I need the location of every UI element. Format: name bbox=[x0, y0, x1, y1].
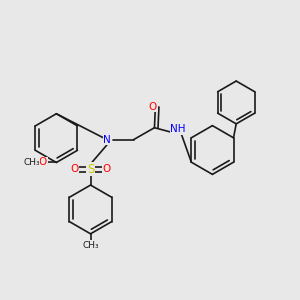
Text: S: S bbox=[87, 163, 94, 176]
Text: O: O bbox=[39, 158, 47, 167]
Text: CH₃: CH₃ bbox=[23, 158, 40, 167]
Text: O: O bbox=[149, 102, 157, 112]
Text: NH: NH bbox=[170, 124, 186, 134]
Text: CH₃: CH₃ bbox=[82, 241, 99, 250]
Text: N: N bbox=[103, 135, 111, 145]
Text: O: O bbox=[103, 164, 111, 174]
Text: O: O bbox=[70, 164, 78, 174]
